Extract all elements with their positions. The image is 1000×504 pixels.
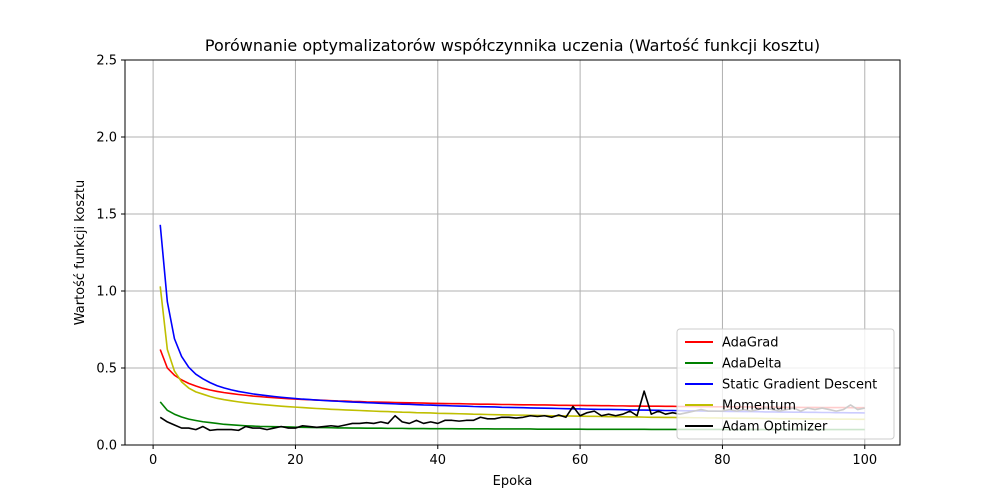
x-tick-label: 80 [714, 453, 731, 468]
y-axis-label: Wartość funkcji kosztu [73, 180, 88, 325]
axis-ticks: 0 20 40 60 80 100 0.0 0.5 1.0 1.5 2.0 2.5 [96, 54, 877, 469]
legend-box [676, 328, 895, 440]
legend-label: Momentum [722, 399, 796, 414]
y-tick-label: 0.5 [96, 362, 117, 377]
x-tick-label: 60 [572, 453, 589, 468]
x-tick-label: 100 [852, 453, 877, 468]
y-tick-label: 2.0 [96, 131, 117, 146]
plot-frame [124, 59, 901, 446]
y-tick-label: 2.5 [96, 54, 117, 69]
chart-title: Porównanie optymalizatorów współczynnika… [205, 36, 820, 55]
y-tick-label: 1.5 [96, 208, 117, 223]
legend-label: Adam Optimizer [722, 420, 828, 435]
x-tick-label: 40 [430, 453, 447, 468]
x-tick-label: 0 [149, 453, 157, 468]
x-axis-label: Epoka [493, 474, 533, 489]
x-tick-label: 20 [287, 453, 304, 468]
y-tick-label: 1.0 [96, 285, 117, 300]
legend-label: AdaGrad [722, 336, 779, 351]
legend: AdaGrad AdaDelta Static Gradient Descent Mo… [676, 328, 895, 440]
y-tick-label: 0.0 [96, 439, 117, 454]
legend-label: AdaDelta [722, 357, 782, 372]
legend-items: AdaGrad AdaDelta Static Gradient Descent Mo… [685, 336, 877, 435]
legend-label: Static Gradient Descent [722, 378, 877, 393]
